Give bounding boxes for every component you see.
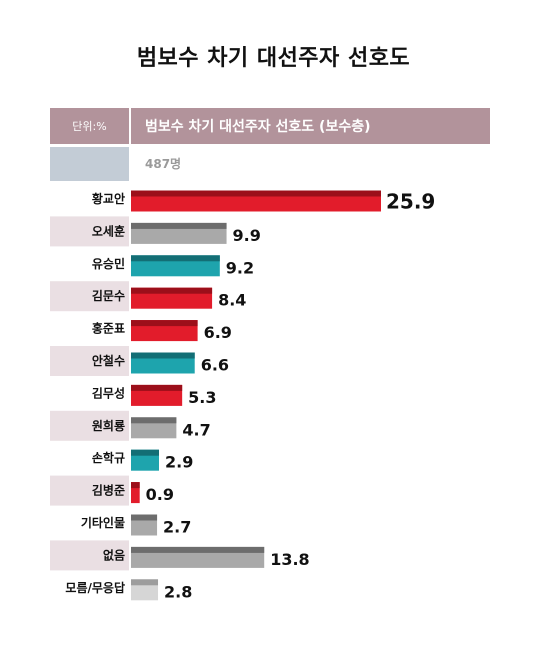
bar-top-band: [131, 482, 140, 489]
bar-top-band: [131, 352, 195, 359]
category-label: 황교안: [92, 191, 125, 206]
category-label-bg: [50, 443, 129, 474]
category-label: 안철수: [92, 353, 125, 368]
category-label-bg: [50, 184, 129, 214]
category-label: 김무성: [92, 385, 125, 400]
bar-top-band: [131, 320, 198, 327]
category-label-bg: [50, 475, 129, 506]
data-label: 8.4: [218, 291, 246, 310]
category-label-bg: [50, 281, 129, 312]
data-label: 5.3: [188, 388, 216, 407]
bar-top-band: [131, 222, 227, 229]
data-label: 6.9: [204, 323, 232, 342]
category-label: 오세훈: [92, 223, 125, 238]
data-label: 0.9: [146, 485, 174, 504]
category-label-bg: [50, 216, 129, 247]
category-label-bg: [50, 508, 129, 538]
chart-title: 범보수 차기 대선주자 선호도: [136, 46, 411, 71]
data-label: 13.8: [270, 550, 309, 569]
unit-label: 단위:%: [50, 108, 129, 144]
bar-top-band: [131, 449, 159, 456]
bar-top-band: [131, 514, 158, 521]
chart-header-label: 범보수 차기 대선주자 선호도 (보수층): [131, 108, 490, 144]
bar-top-band: [131, 255, 220, 262]
category-label: 모름/무응답: [65, 580, 125, 595]
category-label: 기타인물: [81, 515, 125, 530]
bar-top-band: [131, 546, 265, 553]
category-label-bg: [50, 248, 129, 279]
data-label: 4.7: [182, 420, 210, 439]
category-label: 김병준: [92, 483, 125, 498]
category-label-bg: [50, 313, 129, 344]
data-label: 25.9: [386, 190, 435, 214]
data-label: 2.7: [163, 518, 191, 537]
bar-top-band: [131, 579, 159, 586]
sample-size: 487명: [145, 157, 182, 171]
data-label: 9.9: [233, 226, 261, 245]
category-label-bg: [50, 572, 129, 603]
bar-top-band: [131, 417, 177, 424]
sample-swatch: [50, 147, 129, 181]
category-label: 없음: [103, 547, 125, 562]
category-label: 손학규: [92, 450, 125, 465]
data-label: 2.9: [165, 453, 193, 472]
data-label: 9.2: [226, 258, 254, 277]
category-label: 원희룡: [92, 418, 125, 433]
category-label: 김문수: [92, 288, 125, 303]
category-label-bg: [50, 540, 129, 571]
category-label: 유승민: [92, 256, 125, 271]
data-label: 6.6: [201, 356, 229, 375]
category-label: 홍준표: [92, 321, 125, 336]
data-label: 2.8: [164, 582, 192, 601]
category-label-bg: [50, 410, 129, 441]
category-label-bg: [50, 346, 129, 376]
bar-top-band: [131, 190, 381, 197]
bar: [131, 482, 140, 504]
bar-top-band: [131, 384, 183, 391]
category-label-bg: [50, 378, 129, 409]
bar-top-band: [131, 287, 213, 294]
